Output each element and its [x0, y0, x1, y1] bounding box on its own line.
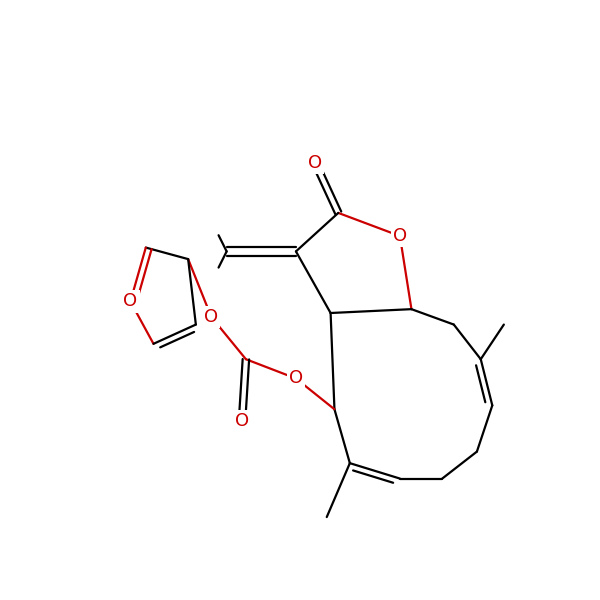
Text: O: O [289, 370, 303, 388]
Text: O: O [393, 227, 407, 245]
Text: O: O [235, 412, 249, 430]
Text: O: O [204, 308, 218, 326]
Text: O: O [308, 154, 322, 172]
Text: O: O [124, 292, 137, 310]
